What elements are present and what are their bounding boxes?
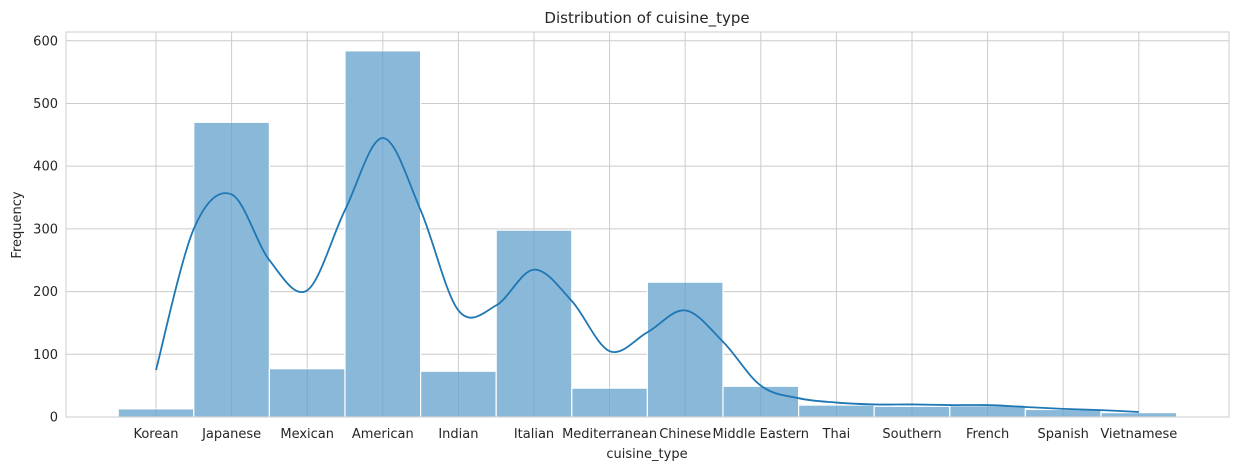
y-tick-label: 400	[33, 160, 58, 175]
y-tick-label: 500	[33, 97, 58, 112]
x-tick-label: Indian	[438, 427, 478, 442]
y-tick-label: 300	[33, 222, 58, 237]
x-tick-label: Japanese	[201, 427, 261, 442]
x-tick-label: Chinese	[659, 427, 711, 442]
x-tick-labels: Korean Japanese Mexican American Indian Itali…	[133, 427, 1177, 442]
x-tick-label: American	[352, 427, 414, 442]
x-tick-label: Vietnamese	[1100, 427, 1177, 442]
y-axis-label: Frequency	[10, 191, 25, 258]
x-tick-label: Mediterranean	[562, 427, 657, 442]
x-tick-label: Middle Eastern	[713, 427, 809, 442]
x-axis-label: cuisine_type	[606, 447, 687, 462]
y-tick-label: 0	[50, 411, 58, 426]
bars-layer	[117, 50, 1178, 418]
y-tick-label: 200	[33, 285, 58, 300]
kde-curve	[155, 137, 1139, 413]
y-tick-labels: 0 100 200 300 400 500 600	[33, 34, 58, 425]
x-tick-label: Mexican	[280, 427, 334, 442]
x-tick-label: Korean	[133, 427, 178, 442]
chart-title: Distribution of cuisine_type	[544, 9, 749, 28]
kde-layer	[155, 137, 1139, 413]
x-tick-label: Spanish	[1038, 427, 1089, 442]
y-tick-label: 100	[33, 348, 58, 363]
x-tick-label: Southern	[882, 427, 941, 442]
x-tick-label: French	[966, 427, 1009, 442]
x-tick-label: Italian	[514, 427, 554, 442]
y-tick-label: 600	[33, 34, 58, 49]
plot-frame	[65, 31, 1230, 418]
x-tick-label: Thai	[822, 427, 851, 442]
